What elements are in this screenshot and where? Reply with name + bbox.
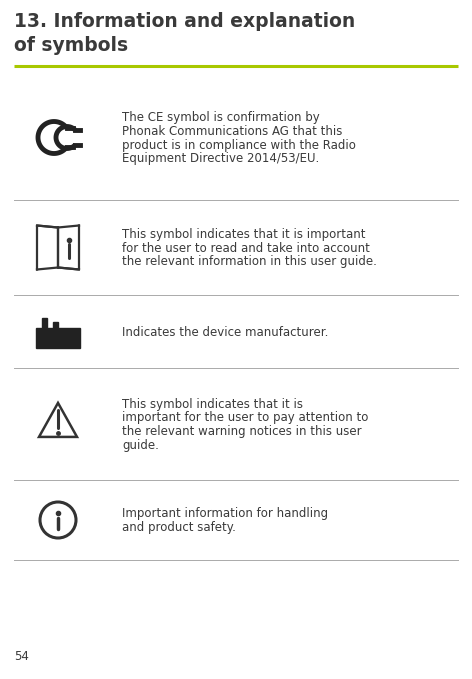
Text: Important information for handling: Important information for handling — [122, 507, 328, 521]
Text: and product safety.: and product safety. — [122, 521, 236, 534]
Text: for the user to read and take into account: for the user to read and take into accou… — [122, 242, 370, 255]
Text: of symbols: of symbols — [14, 36, 128, 55]
Text: This symbol indicates that it is: This symbol indicates that it is — [122, 398, 303, 411]
Text: product is in compliance with the Radio: product is in compliance with the Radio — [122, 139, 356, 151]
Text: 13. Information and explanation: 13. Information and explanation — [14, 12, 355, 31]
Text: 54: 54 — [14, 650, 29, 663]
Text: This symbol indicates that it is important: This symbol indicates that it is importa… — [122, 228, 365, 241]
Text: the relevant warning notices in this user: the relevant warning notices in this use… — [122, 425, 362, 438]
Text: the relevant information in this user guide.: the relevant information in this user gu… — [122, 255, 377, 268]
Text: Phonak Communications AG that this: Phonak Communications AG that this — [122, 125, 342, 138]
Text: important for the user to pay attention to: important for the user to pay attention … — [122, 411, 368, 424]
Text: The CE symbol is confirmation by: The CE symbol is confirmation by — [122, 111, 320, 124]
Polygon shape — [36, 318, 80, 348]
Text: guide.: guide. — [122, 439, 159, 452]
Text: Equipment Directive 2014/53/EU.: Equipment Directive 2014/53/EU. — [122, 152, 319, 165]
Text: Indicates the device manufacturer.: Indicates the device manufacturer. — [122, 326, 329, 339]
